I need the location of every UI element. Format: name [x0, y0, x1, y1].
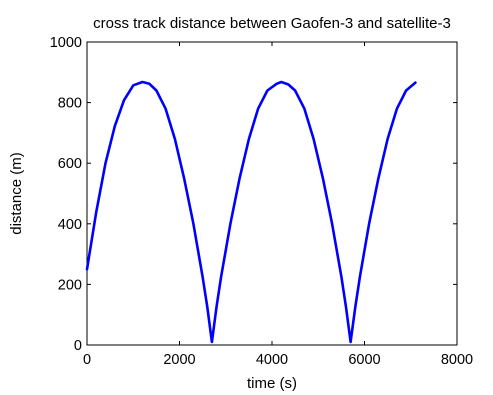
y-tick-label: 200: [58, 277, 82, 293]
y-tick-label: 600: [58, 156, 82, 172]
x-tick-label: 4000: [256, 352, 288, 368]
y-axis-label: distance (m): [8, 152, 25, 235]
x-axis-ticks: 0 2000 4000 6000 8000: [83, 42, 473, 368]
x-tick-label: 2000: [163, 352, 195, 368]
y-tick-label: 400: [58, 217, 82, 233]
y-axis-ticks: 0 200 400 600 800 1000: [50, 35, 457, 354]
x-tick-label: 6000: [348, 352, 380, 368]
y-tick-label: 0: [74, 338, 82, 354]
series-layer: [85, 80, 417, 344]
chart-title: cross track distance between Gaofen-3 an…: [93, 15, 451, 32]
y-tick-label: 1000: [50, 35, 82, 51]
x-tick-label: 0: [83, 352, 91, 368]
x-axis-label: time (s): [247, 375, 297, 392]
x-tick-label: 8000: [441, 352, 473, 368]
plot-area: [86, 41, 458, 346]
y-tick-label: 800: [58, 96, 82, 112]
series-line: [85, 80, 417, 344]
